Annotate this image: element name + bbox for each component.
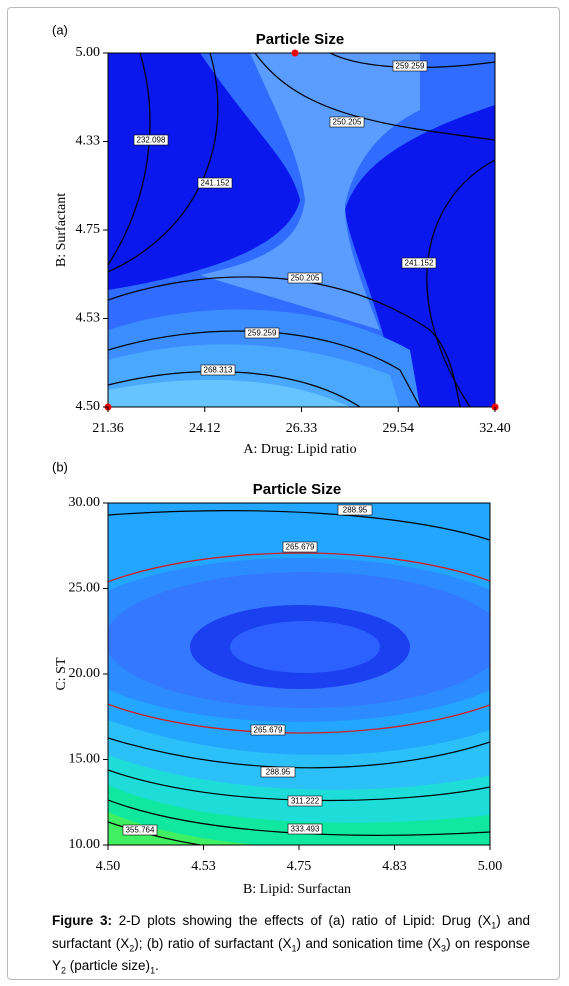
x-axis-label: B: Lipid: Surfactan: [243, 882, 351, 897]
y-tick-label: 4.75: [76, 222, 101, 237]
chart-title: Particle Size: [253, 481, 341, 498]
y-tick-label: 25.00: [69, 581, 101, 596]
contour-label: 250.205: [333, 118, 362, 127]
y-tick-label: 30.00: [69, 495, 101, 510]
contour-line: [108, 737, 490, 769]
x-tick-label: 5.00: [478, 859, 503, 874]
caption-label: Figure 3:: [52, 913, 112, 928]
figure-caption: Figure 3: 2-D plots showing the effects …: [52, 912, 530, 980]
x-tick-label: 4.83: [382, 859, 407, 874]
caption-text: 2-D plots showing the effects of (a) rat…: [118, 913, 492, 928]
y-tick-label: 20.00: [69, 666, 101, 681]
contour-label: 288.95: [266, 768, 291, 777]
panel-label: (b): [52, 459, 68, 474]
caption-text: ) on response Y: [52, 935, 530, 974]
y-axis-label: B: Surfactant: [54, 193, 69, 267]
contour-line: [108, 510, 490, 541]
caption-sub: 1: [291, 943, 297, 954]
caption-text: .: [155, 958, 159, 974]
y-tick-label: 5.00: [76, 45, 101, 60]
contour-line: [108, 53, 151, 266]
x-axis-label: A: Drug: Lipid ratio: [243, 442, 356, 457]
contour-label: 250.205: [291, 274, 320, 283]
chart-title: Particle Size: [256, 31, 344, 48]
contour-line: [108, 371, 361, 407]
contour-line: [108, 821, 201, 845]
contour-label: 241.152: [405, 259, 434, 268]
caption-text: ) and sonication time (X: [296, 935, 442, 951]
y-tick-label: 10.00: [69, 837, 101, 852]
contour-label: 311.222: [291, 797, 320, 806]
contour-line: [108, 799, 490, 836]
x-tick-label: 26.33: [286, 421, 318, 436]
contour-line: [254, 53, 495, 141]
contour-label: 259.259: [248, 329, 277, 338]
x-tick-label: 4.53: [191, 859, 216, 874]
contour-label: 241.152: [201, 179, 230, 188]
y-axis-label: C: ST: [54, 657, 69, 691]
contour-label: 288.95: [343, 506, 368, 515]
x-tick-label: 24.12: [189, 421, 221, 436]
x-tick-label: 32.40: [479, 421, 511, 436]
contour-label: 265.679: [286, 543, 315, 552]
caption-text: (particle size): [66, 958, 151, 974]
caption-sub: 2: [129, 943, 135, 954]
contour-fill: [108, 53, 495, 407]
contour-label: 232.098: [137, 136, 166, 145]
contour-fill: [108, 503, 490, 845]
contour-label: 333.493: [291, 825, 320, 834]
contour-label: 355.764: [126, 826, 155, 835]
figure-frame: [7, 7, 560, 980]
x-tick-label: 4.75: [287, 859, 312, 874]
x-tick-label: 29.54: [383, 421, 415, 436]
caption-sub: 1: [150, 966, 156, 977]
contour-line: [108, 552, 490, 734]
contour-label: 259.259: [396, 62, 425, 71]
y-tick-label: 4.53: [76, 311, 101, 326]
design-point: [291, 49, 299, 57]
caption-text: ) and surfactant (X: [52, 913, 530, 951]
caption-text: ); (b) ratio of surfactant (X: [134, 935, 292, 951]
contour-label: 265.679: [254, 726, 283, 735]
contour-labels: 288.95 265.679 265.679 288.95 311.222 33…: [122, 504, 373, 836]
caption-sub: 1: [491, 920, 497, 931]
contour-label: 268.313: [204, 366, 233, 375]
y-tick-label: 4.50: [76, 399, 101, 414]
contour-line: [108, 276, 461, 407]
caption-sub: 3: [441, 943, 447, 954]
contour-labels: 232.098 241.152 250.205 259.259 241.152 …: [133, 60, 437, 376]
x-tick-label: 21.36: [92, 421, 124, 436]
y-tick-label: 15.00: [69, 752, 101, 767]
x-tick-label: 4.50: [96, 859, 121, 874]
y-tick-label: 4.33: [76, 134, 101, 149]
caption-sub: 2: [61, 966, 67, 977]
panel-label: (a): [52, 22, 68, 37]
